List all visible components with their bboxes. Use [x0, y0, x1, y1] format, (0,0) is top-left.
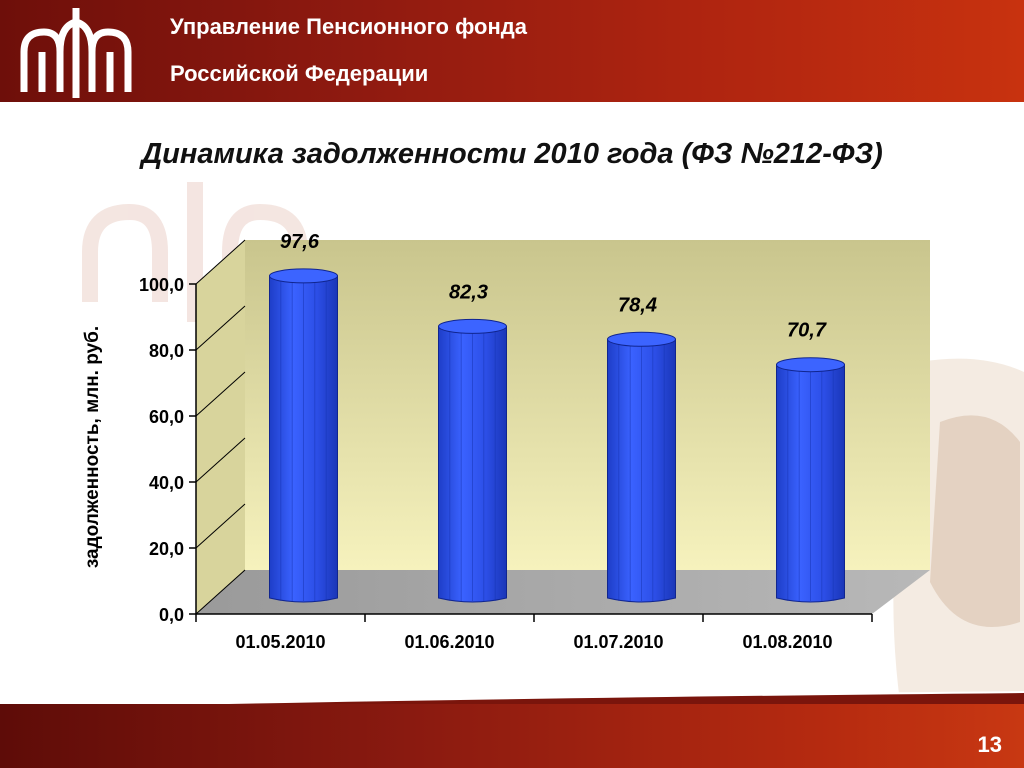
y-axis-label: задолженность, млн. руб.: [82, 326, 103, 568]
y-tick-label: 80,0: [149, 341, 184, 361]
data-label: 97,6: [280, 231, 320, 253]
y-gridline-side: [195, 437, 246, 483]
data-label: 78,4: [618, 294, 657, 316]
watermark-logo-icon: [82, 182, 308, 322]
x-axis-ticks: 01.05.2010 01.06.2010 01.07.2010 01.08.2010: [195, 614, 873, 652]
y-gridline-side: [195, 503, 246, 549]
y-tick-label: 100,0: [139, 275, 184, 295]
y-gridline-side: [195, 239, 246, 285]
y-gridline-side: [195, 569, 246, 615]
header-org-line2: Российской Федерации: [170, 61, 429, 86]
y-tick-label: 0,0: [159, 605, 184, 625]
data-label: 82,3: [449, 281, 488, 303]
bar-top: [607, 331, 676, 347]
bar-3: 78,4: [607, 294, 676, 603]
bar-top: [438, 318, 507, 334]
bar-2: 82,3: [438, 281, 507, 603]
x-tick-label: 01.08.2010: [742, 632, 832, 652]
bar-4: 70,7: [776, 320, 845, 603]
y-axis-ticks: 0,0 20,0 40,0 60,0 80,0 100,0: [139, 239, 246, 625]
y-tick-label: 20,0: [149, 539, 184, 559]
plot-floor: [196, 570, 930, 614]
background-photo-face: [930, 415, 1020, 627]
y-gridline-side: [195, 371, 246, 417]
bar-top: [776, 357, 845, 373]
bars: 97,6 82,3 78,4 70,7: [269, 231, 845, 603]
plot-back-wall: [245, 240, 930, 570]
header-bar: Управление Пенсионного фонда Российской …: [0, 0, 1024, 102]
data-label: 70,7: [787, 320, 827, 342]
bar-top: [269, 268, 338, 284]
background-decoration: [82, 182, 1024, 702]
header-org-line1: Управление Пенсионного фонда: [170, 14, 527, 39]
y-tick-label: 60,0: [149, 407, 184, 427]
x-tick-label: 01.06.2010: [404, 632, 494, 652]
x-tick-label: 01.05.2010: [235, 632, 325, 652]
pfr-logo-icon: [20, 8, 132, 98]
y-tick-label: 40,0: [149, 473, 184, 493]
y-gridline-side: [195, 305, 246, 351]
chart-title: Динамика задолженности 2010 года (ФЗ №21…: [141, 138, 883, 170]
footer-bar: [0, 704, 1024, 768]
page-number: 13: [977, 732, 1002, 757]
plot-side-wall: [196, 240, 245, 614]
x-tick-label: 01.07.2010: [573, 632, 663, 652]
bar-1: 97,6: [269, 231, 338, 603]
